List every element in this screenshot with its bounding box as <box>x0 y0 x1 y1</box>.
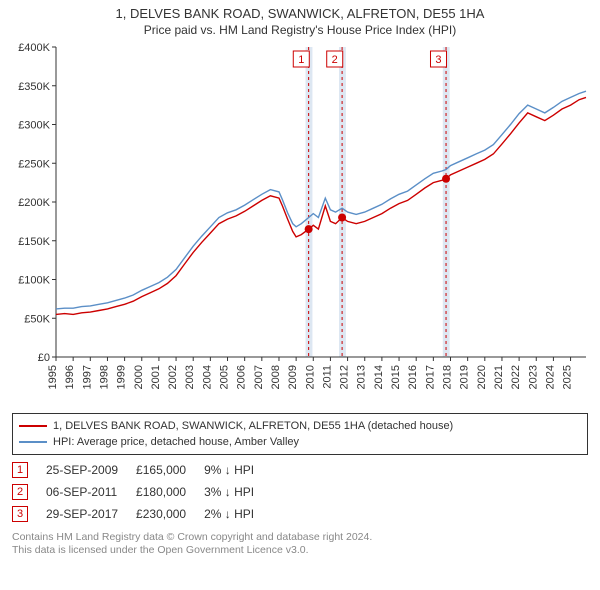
svg-text:2018: 2018 <box>441 365 453 389</box>
svg-text:£300K: £300K <box>18 120 50 132</box>
svg-text:2017: 2017 <box>424 365 436 389</box>
svg-text:£0: £0 <box>38 352 50 364</box>
footer-line1: Contains HM Land Registry data © Crown c… <box>12 531 588 544</box>
sale-marker-icon: 3 <box>12 506 28 522</box>
svg-text:2010: 2010 <box>304 365 316 389</box>
svg-text:2020: 2020 <box>476 365 488 389</box>
svg-text:2003: 2003 <box>184 365 196 389</box>
svg-text:2013: 2013 <box>356 365 368 389</box>
chart-title-address: 1, DELVES BANK ROAD, SWANWICK, ALFRETON,… <box>0 6 600 21</box>
svg-text:1995: 1995 <box>47 365 59 389</box>
svg-text:2009: 2009 <box>287 365 299 389</box>
svg-text:£250K: £250K <box>18 158 50 170</box>
chart-area: £0 £50K £100K £150K £200K £250K £300K £350K £400… <box>0 37 600 407</box>
svg-text:2007: 2007 <box>253 365 265 389</box>
svg-text:2006: 2006 <box>236 365 248 389</box>
sale-diff: 3% ↓ HPI <box>204 481 272 503</box>
footer-attribution: Contains HM Land Registry data © Crown c… <box>12 531 588 557</box>
sale-row: 3 29-SEP-2017£230,0002% ↓ HPI <box>12 503 272 525</box>
legend-label-property: 1, DELVES BANK ROAD, SWANWICK, ALFRETON,… <box>53 418 453 434</box>
line-chart-svg: £0 £50K £100K £150K £200K £250K £300K £350K £400… <box>0 37 600 407</box>
svg-text:2001: 2001 <box>150 365 162 389</box>
sale-row: 2 06-SEP-2011£180,0003% ↓ HPI <box>12 481 272 503</box>
sale-diff: 9% ↓ HPI <box>204 459 272 481</box>
svg-text:2016: 2016 <box>407 365 419 389</box>
svg-text:2014: 2014 <box>373 365 385 389</box>
svg-text:£200K: £200K <box>18 197 50 209</box>
legend-label-hpi: HPI: Average price, detached house, Ambe… <box>53 434 299 450</box>
svg-text:2011: 2011 <box>321 365 333 389</box>
svg-text:2019: 2019 <box>459 365 471 389</box>
sale-price: £165,000 <box>136 459 204 481</box>
svg-text:£100K: £100K <box>18 275 50 287</box>
svg-text:2015: 2015 <box>390 365 402 389</box>
svg-text:1999: 1999 <box>116 365 128 389</box>
svg-text:2022: 2022 <box>510 365 522 389</box>
legend: 1, DELVES BANK ROAD, SWANWICK, ALFRETON,… <box>12 413 588 455</box>
svg-text:2023: 2023 <box>527 365 539 389</box>
svg-text:2024: 2024 <box>544 365 556 389</box>
sale-date: 29-SEP-2017 <box>46 503 136 525</box>
sale-date: 25-SEP-2009 <box>46 459 136 481</box>
svg-text:2: 2 <box>332 54 338 66</box>
svg-text:2012: 2012 <box>339 365 351 389</box>
sale-marker-icon: 2 <box>12 484 28 500</box>
sale-price: £230,000 <box>136 503 204 525</box>
svg-text:2004: 2004 <box>201 365 213 389</box>
sale-price: £180,000 <box>136 481 204 503</box>
svg-text:£50K: £50K <box>24 313 50 325</box>
svg-text:1996: 1996 <box>64 365 76 389</box>
svg-text:2000: 2000 <box>133 365 145 389</box>
sale-diff: 2% ↓ HPI <box>204 503 272 525</box>
svg-text:2002: 2002 <box>167 365 179 389</box>
svg-text:2025: 2025 <box>562 365 574 389</box>
svg-text:3: 3 <box>435 54 441 66</box>
sales-table: 1 25-SEP-2009£165,0009% ↓ HPI 2 06-SEP-2011… <box>12 459 588 525</box>
svg-text:2008: 2008 <box>270 365 282 389</box>
footer-line2: This data is licensed under the Open Gov… <box>12 544 588 557</box>
legend-item-hpi: HPI: Average price, detached house, Ambe… <box>19 434 581 450</box>
svg-text:£350K: £350K <box>18 81 50 93</box>
svg-text:1997: 1997 <box>81 365 93 389</box>
svg-text:2021: 2021 <box>493 365 505 389</box>
legend-swatch-hpi <box>19 441 47 443</box>
legend-swatch-property <box>19 425 47 427</box>
svg-text:£400K: £400K <box>18 42 50 54</box>
svg-text:1: 1 <box>298 54 304 66</box>
sale-marker-icon: 1 <box>12 462 28 478</box>
sale-date: 06-SEP-2011 <box>46 481 136 503</box>
svg-text:2005: 2005 <box>219 365 231 389</box>
svg-text:£150K: £150K <box>18 236 50 248</box>
chart-subtitle: Price paid vs. HM Land Registry's House … <box>0 23 600 37</box>
legend-item-property: 1, DELVES BANK ROAD, SWANWICK, ALFRETON,… <box>19 418 581 434</box>
sale-row: 1 25-SEP-2009£165,0009% ↓ HPI <box>12 459 272 481</box>
svg-text:1998: 1998 <box>98 365 110 389</box>
